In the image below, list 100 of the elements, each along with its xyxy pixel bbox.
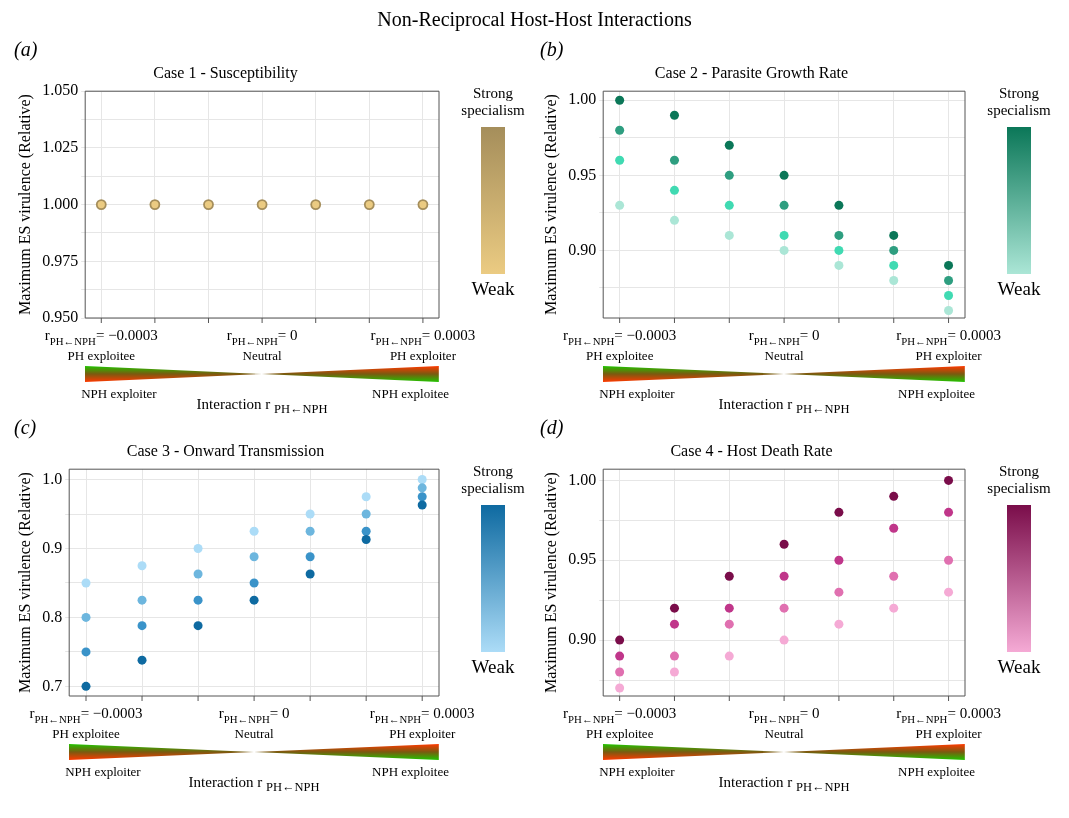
point <box>779 603 789 613</box>
y-tick-label: 1.0 <box>42 469 63 487</box>
text: NPH exploitee <box>898 764 975 779</box>
y-tick-label: 0.8 <box>42 607 63 625</box>
point <box>779 635 789 645</box>
point <box>834 200 844 210</box>
point <box>944 275 954 285</box>
y-tick-label: 0.7 <box>42 676 63 694</box>
point <box>137 621 147 631</box>
point <box>889 260 899 270</box>
text: (d) <box>540 416 564 439</box>
point <box>669 651 679 661</box>
point <box>944 555 954 565</box>
point <box>779 245 789 255</box>
text: PH exploitee <box>52 726 120 741</box>
y-tick-label: 0.975 <box>42 251 79 269</box>
text: PH exploiter <box>915 348 983 363</box>
point <box>193 569 203 579</box>
y-tick-label: 0.90 <box>568 630 597 648</box>
x-axis-title: Interaction r $_{PH←NPH}$ <box>718 774 850 794</box>
x-axis-title: Interaction r $_{PH←NPH}$ <box>196 396 328 416</box>
y-tick-label: 1.00 <box>568 90 597 108</box>
point <box>193 621 203 631</box>
point <box>779 539 789 549</box>
point <box>137 561 147 571</box>
text: NPH exploiter <box>599 386 675 402</box>
y-tick-label: 0.9 <box>42 538 63 556</box>
text: (c) <box>14 416 37 439</box>
chart-title: Case 1 - Susceptibility <box>153 63 298 82</box>
point <box>669 619 679 629</box>
point <box>417 500 427 510</box>
point <box>889 603 899 613</box>
color-bar-title: Strong specialism <box>460 463 526 498</box>
point <box>615 125 625 135</box>
text: Neutral <box>234 726 274 741</box>
point <box>305 509 315 519</box>
text: NPH exploitee <box>898 386 975 401</box>
point <box>889 523 899 533</box>
point <box>889 571 899 581</box>
text: Non-Reciprocal Host-Host Interactions <box>376 8 693 33</box>
point <box>834 260 844 270</box>
color-bar-title: Strong specialism <box>460 85 526 120</box>
text: NPH exploiter <box>599 764 675 780</box>
point <box>834 555 844 565</box>
point <box>779 571 789 581</box>
point <box>889 491 899 501</box>
point <box>889 275 899 285</box>
point <box>944 290 954 300</box>
point <box>305 526 315 536</box>
point <box>944 507 954 517</box>
point <box>249 578 259 588</box>
point <box>944 587 954 597</box>
text: NPH exploitee <box>372 764 449 779</box>
text: Neutral <box>242 348 282 363</box>
x-axis-title: Interaction r $_{PH←NPH}$ <box>718 396 850 416</box>
point <box>137 595 147 605</box>
point <box>724 619 734 629</box>
point <box>417 483 427 493</box>
point <box>944 305 954 315</box>
point <box>615 683 625 693</box>
x-axis-title: Interaction r $_{PH←NPH}$ <box>188 774 320 794</box>
text: PH exploitee <box>67 348 136 363</box>
point <box>669 155 679 165</box>
point <box>249 595 259 605</box>
chart-title: Case 3 - Onward Transmission <box>126 441 325 459</box>
point <box>834 507 844 517</box>
y-tick-label: 1.00 <box>568 470 597 488</box>
point <box>305 552 315 562</box>
text: NPH exploiter <box>65 764 141 780</box>
point <box>361 492 371 502</box>
y-tick-label: 0.950 <box>42 308 79 326</box>
point <box>724 603 734 613</box>
text: Weak <box>996 655 1042 678</box>
point <box>834 230 844 240</box>
point <box>944 475 954 485</box>
text: Neutral <box>764 726 804 741</box>
text: Weak <box>470 655 516 678</box>
point <box>669 215 679 225</box>
y-axis-title: Maximum ES virulence (Relative) <box>15 472 34 694</box>
point <box>249 526 259 536</box>
chart-title: Case 4 - Host Death Rate <box>670 441 833 459</box>
point <box>615 155 625 165</box>
point <box>834 587 844 597</box>
y-axis-title: Maximum ES virulence (Relative) <box>15 94 34 316</box>
y-tick-label: 0.95 <box>568 165 597 183</box>
point <box>417 492 427 502</box>
point <box>81 681 91 691</box>
y-tick-label: 1.025 <box>42 138 79 156</box>
point <box>944 260 954 270</box>
text: Weak <box>470 277 516 300</box>
text: NPH exploiter <box>81 386 157 402</box>
text: PH exploiter <box>389 726 456 741</box>
point <box>615 667 625 677</box>
text: (a) <box>14 38 38 61</box>
point <box>361 509 371 519</box>
point <box>81 612 91 622</box>
point <box>669 603 679 613</box>
point <box>81 647 91 657</box>
point <box>669 110 679 120</box>
point <box>724 651 734 661</box>
